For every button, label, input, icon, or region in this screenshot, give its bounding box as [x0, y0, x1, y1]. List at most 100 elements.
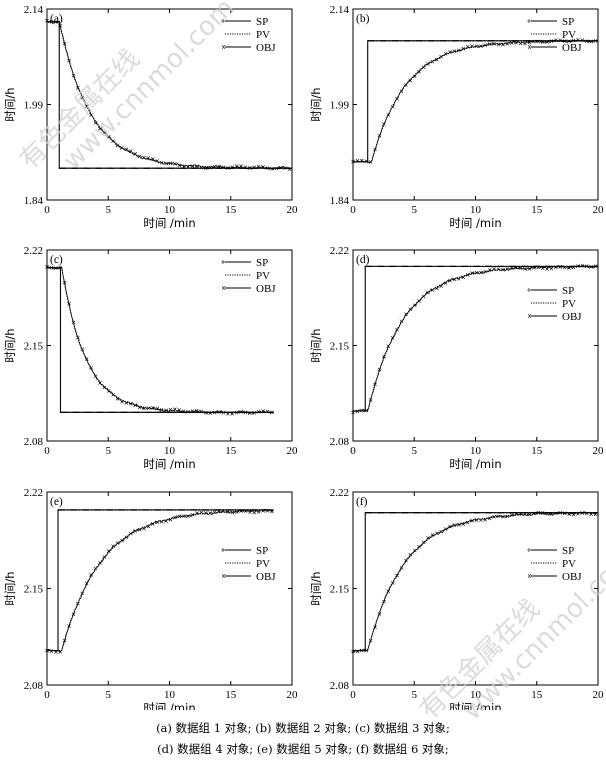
x-axis-label: 时间 /min: [449, 457, 501, 471]
series-obj-line: [46, 266, 274, 415]
x-tick-label: 10: [164, 445, 176, 457]
chart-panel-c: 0 5 10 15 20 2.08 2.15 2.22 时间 /min 时间/h (c) SPPVOB…: [3, 245, 298, 471]
legend-label-pv: PV: [562, 558, 576, 570]
x-tick-label: 10: [470, 445, 482, 457]
x-tick-label: 5: [106, 204, 112, 216]
y-tick-label: 2.22: [330, 487, 349, 499]
legend-label-sp: SP: [562, 545, 574, 557]
legend-marker-x: [527, 573, 532, 579]
y-axis-label: 时间/h: [3, 328, 17, 362]
legend-label-sp: SP: [256, 545, 268, 557]
legend-label-pv: PV: [256, 270, 270, 282]
legend-label-sp: SP: [256, 257, 268, 269]
legend-label-obj: OBJ: [256, 283, 276, 295]
series-obj-line: [46, 508, 274, 653]
series-pv-line: [47, 510, 274, 652]
y-tick-label: 2.14: [330, 4, 350, 16]
panel-label: (d): [356, 254, 370, 266]
x-tick-label: 15: [225, 204, 237, 216]
legend-label-obj: OBJ: [562, 571, 582, 583]
x-tick-label: 10: [164, 689, 176, 701]
obj-marker: [351, 649, 355, 654]
series-pv-line: [353, 40, 598, 163]
legend-marker-plus: [221, 548, 225, 552]
chart-panel-b: 0 5 10 15 20 1.84 1.99 2.14 时间 /min 时间/h (b) SPPVOB…: [309, 4, 604, 230]
obj-marker: [351, 159, 355, 164]
y-tick-label: 2.22: [24, 487, 43, 499]
plot-frame: [352, 249, 599, 442]
legend-label-pv: PV: [256, 29, 270, 41]
obj-marker: [45, 265, 49, 269]
legend-label-pv: PV: [562, 298, 576, 310]
x-tick-label: 5: [412, 445, 418, 457]
chart-panel-d: 0 5 10 15 20 2.08 2.15 2.22 时间 /min 时间/h (d) SPPVOB…: [309, 245, 604, 471]
y-tick-label: 2.08: [330, 436, 350, 448]
legend-label-pv: PV: [562, 29, 576, 41]
x-tick-label: 5: [412, 204, 418, 216]
series-sp-line: [47, 509, 274, 652]
x-axis-label: 时间 /min: [143, 216, 195, 230]
series-obj-line: [352, 511, 598, 653]
x-tick-label: 15: [225, 445, 237, 457]
y-tick-label: 2.08: [330, 680, 350, 692]
series-sp-line: [353, 265, 598, 412]
series-sp-line: [47, 267, 274, 413]
x-tick-label: 0: [44, 689, 50, 701]
legend-marker-x: [221, 285, 226, 291]
legend-label-sp: SP: [562, 16, 574, 28]
x-tick-label: 20: [287, 445, 299, 457]
panel-label: (b): [356, 13, 370, 25]
legend-marker-x: [527, 313, 532, 319]
x-tick-label: 10: [470, 689, 482, 701]
figure-caption: (a) 数据组 1 对象; (b) 数据组 2 对象; (c) 数据组 3 对象…: [0, 718, 606, 760]
x-axis-label: 时间 /min: [449, 216, 501, 230]
legend-label-obj: OBJ: [256, 42, 276, 54]
x-tick-label: 20: [593, 204, 605, 216]
panel-label: (f): [356, 496, 368, 508]
series-obj-line: [352, 39, 598, 164]
x-axis-label: 时间 /min: [143, 701, 195, 710]
series-obj-line: [46, 20, 292, 170]
legend-marker-plus: [221, 260, 225, 264]
series-pv-line: [47, 267, 274, 413]
x-tick-label: 0: [44, 204, 50, 216]
chart-panel-f: 0 5 10 15 20 2.08 2.15 2.22 时间 /min 时间/h (f) SPPVOB…: [309, 487, 604, 710]
legend-label-obj: OBJ: [256, 571, 276, 583]
series-pv-line: [47, 21, 292, 169]
legend-marker-x: [221, 573, 226, 579]
y-tick-label: 2.08: [24, 680, 44, 692]
x-tick-label: 20: [593, 445, 605, 457]
x-tick-label: 5: [412, 689, 418, 701]
x-tick-label: 10: [470, 204, 482, 216]
y-axis-label: 时间/h: [3, 87, 17, 121]
x-tick-label: 15: [531, 445, 543, 457]
panel-label: (a): [50, 13, 63, 25]
y-axis-label: 时间/h: [309, 328, 323, 362]
series-sp-line: [353, 40, 598, 163]
legend-marker-plus: [221, 19, 225, 23]
y-tick-label: 2.22: [330, 245, 349, 257]
legend-marker-x: [527, 44, 532, 50]
y-tick-label: 1.84: [24, 195, 44, 207]
y-tick-label: 1.99: [24, 100, 44, 112]
caption-line-1: (a) 数据组 1 对象; (b) 数据组 2 对象; (c) 数据组 3 对象…: [156, 721, 450, 735]
legend-marker-plus: [527, 288, 531, 292]
caption-line-2: (d) 数据组 4 对象; (e) 数据组 5 对象; (f) 数据组 6 对象…: [157, 742, 449, 756]
x-tick-label: 0: [350, 445, 356, 457]
legend-label-sp: SP: [562, 285, 574, 297]
x-tick-label: 15: [531, 204, 543, 216]
x-tick-label: 15: [225, 689, 237, 701]
x-tick-label: 0: [44, 445, 50, 457]
legend-marker-plus: [527, 19, 531, 23]
x-tick-label: 5: [106, 445, 112, 457]
y-tick-label: 2.15: [330, 584, 350, 596]
series-obj-line: [352, 264, 598, 413]
panel-label: (e): [50, 496, 63, 508]
y-axis-label: 时间/h: [309, 571, 323, 605]
y-tick-label: 2.08: [24, 436, 44, 448]
legend-marker-plus: [527, 548, 531, 552]
y-axis-label: 时间/h: [3, 571, 17, 605]
